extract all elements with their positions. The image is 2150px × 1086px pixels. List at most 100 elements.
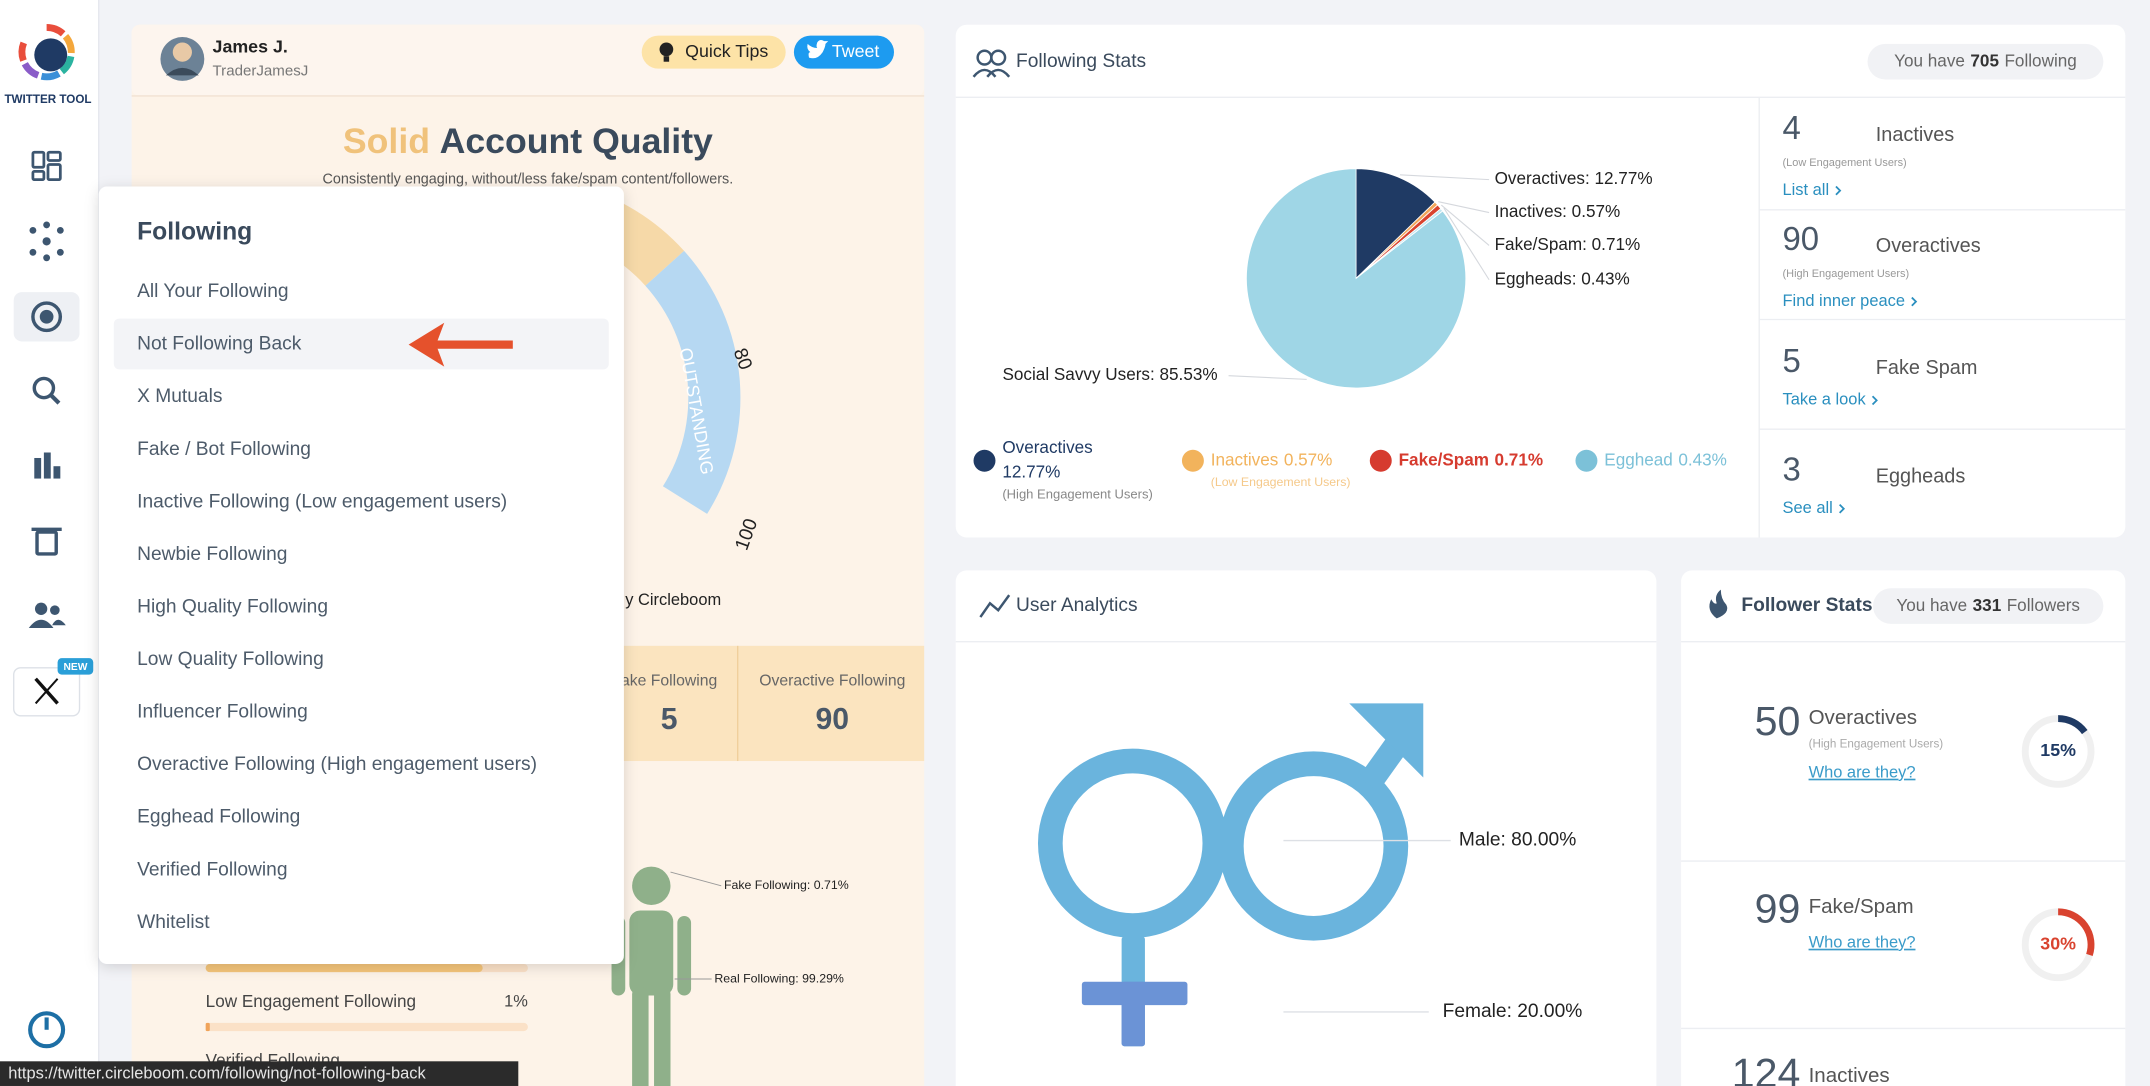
- profile-handle: TraderJamesJ: [213, 62, 309, 79]
- dropdown-item[interactable]: Newbie Following: [137, 544, 287, 565]
- icon-network: [29, 226, 37, 234]
- pill-text: You have 705 Following: [1894, 50, 2077, 70]
- dropdown-item[interactable]: Fake / Bot Following: [137, 439, 311, 460]
- gender-label: Female: 20.00%: [1443, 1001, 1583, 1022]
- icon-dashboard[interactable]: [46, 163, 62, 182]
- dropdown-item[interactable]: Not Following Back: [137, 334, 302, 355]
- dropdown-item[interactable]: Egghead Following: [137, 807, 300, 828]
- male-ring: [1218, 751, 1409, 941]
- icon-people: [972, 68, 1011, 78]
- profile-name: James J.: [213, 37, 288, 57]
- pill-text: You have 331 Followers: [1896, 595, 2080, 615]
- icon-people: [990, 49, 1007, 66]
- legend-note: (High Engagement Users): [1002, 486, 1152, 501]
- bulb-icon: [659, 42, 674, 57]
- dropdown-item[interactable]: Low Quality Following: [137, 649, 324, 670]
- icon-network: [42, 237, 51, 246]
- dropdown-item[interactable]: Overactive Following (High engagement us…: [137, 754, 537, 775]
- legend-text: Egghead 0.43%: [1604, 449, 1727, 469]
- following-stats-card: [955, 24, 2126, 538]
- icon-network: [43, 221, 51, 229]
- icon-bars: [53, 466, 61, 479]
- pill-prefix: You have: [1896, 595, 1967, 615]
- quality-title: Solid Account Quality: [343, 121, 713, 161]
- legend-note: (Low Engagement Users): [1211, 475, 1351, 489]
- leader-line: [1228, 375, 1307, 380]
- pointer-arrow-head: [408, 322, 445, 367]
- quick-tips-button[interactable]: [641, 35, 786, 69]
- sidebar: [0, 0, 99, 1086]
- icon-flame: [1709, 589, 1728, 619]
- leader-line: [1440, 204, 1490, 246]
- icon-target: [31, 301, 63, 333]
- summary-note: (Low Engagement Users): [1783, 157, 1907, 169]
- icon-target: [39, 309, 54, 324]
- icon-network: [29, 248, 37, 256]
- dropdown-item[interactable]: Verified Following: [137, 859, 287, 880]
- dropdown-item[interactable]: X Mutuals: [137, 386, 222, 407]
- legend-name: Overactives: [1002, 437, 1092, 457]
- logo-core: [34, 38, 68, 72]
- follower-link[interactable]: Who are they?: [1809, 764, 1916, 782]
- icon-users: [28, 619, 54, 629]
- icon-power: [28, 1011, 66, 1049]
- ring-label: 15%: [2040, 740, 2076, 760]
- icon-dashboard[interactable]: [31, 150, 46, 169]
- legend-text: Inactives 0.57%: [1211, 449, 1333, 469]
- icon-users: [34, 602, 48, 615]
- summary-link[interactable]: See all: [1783, 499, 1833, 517]
- legend-pct: 12.77%: [1002, 462, 1060, 482]
- pie-label: Overactives: 12.77%: [1495, 168, 1653, 188]
- avatar-face: [172, 42, 192, 62]
- legend-icon: [1369, 449, 1392, 472]
- status-bar: [0, 1061, 519, 1086]
- legend-icon: [1181, 449, 1204, 472]
- bird-icon: [807, 40, 829, 59]
- dropdown-highlight: [113, 318, 609, 370]
- icon-network: [43, 254, 51, 262]
- dropdown-item[interactable]: Inactive Following (Low engagement users…: [137, 491, 507, 512]
- pie-label: Social Savvy Users: 85.53%: [1002, 364, 1217, 384]
- legend-text: Fake/Spam 0.71%: [1399, 449, 1543, 469]
- stat-value: 90: [816, 703, 850, 736]
- dropdown-item[interactable]: High Quality Following: [137, 596, 328, 617]
- chevron: [1835, 185, 1842, 196]
- icon-dashboard[interactable]: [46, 150, 62, 162]
- pie-label: Fake/Spam: 0.71%: [1495, 234, 1641, 254]
- real-label: Real Following: 99.29%: [714, 971, 844, 985]
- credit: y Circleboom: [625, 591, 721, 609]
- follower-name: Inactives: [1809, 1064, 1890, 1086]
- progress-fill: [205, 963, 483, 973]
- follower-link[interactable]: Who are they?: [1809, 934, 1916, 952]
- dropdown-item[interactable]: Influencer Following: [137, 702, 308, 723]
- icon-bars: [34, 457, 42, 479]
- dropdown-item[interactable]: All Your Following: [137, 281, 288, 302]
- summary-link[interactable]: Take a look: [1783, 391, 1867, 409]
- leader-line: [1438, 201, 1490, 214]
- leader-line: [1399, 174, 1490, 181]
- pie-label: Inactives: 0.57%: [1495, 201, 1621, 221]
- follower-count: 50: [1755, 698, 1801, 744]
- pill-count: 331: [1973, 595, 2002, 615]
- icon-dashboard[interactable]: [31, 170, 46, 182]
- icon-users: [52, 619, 66, 626]
- pill-suffix: Following: [2004, 50, 2076, 70]
- icon-trash: [35, 530, 58, 556]
- dropdown-item[interactable]: Whitelist: [137, 912, 210, 933]
- legend-name: Fake/Spam: [1399, 449, 1489, 469]
- gender-label: Male: 80.00%: [1459, 830, 1576, 851]
- summary-link[interactable]: List all: [1783, 181, 1830, 199]
- summary-link[interactable]: Find inner peace: [1783, 292, 1905, 310]
- x-logo: [34, 678, 59, 705]
- dropdown-title: Following: [137, 219, 252, 246]
- follower-note: (High Engagement Users): [1809, 738, 1944, 751]
- dropdown-menu: [98, 186, 624, 964]
- figure-leg: [632, 987, 649, 1086]
- leader-line: [1443, 207, 1490, 281]
- summary-name: Eggheads: [1876, 465, 1966, 487]
- chevron: [1871, 395, 1878, 406]
- bar-label: Low Engagement Following: [206, 991, 416, 1011]
- logo-arc: [46, 24, 66, 37]
- figure-arm: [677, 915, 692, 996]
- summary-name: Inactives: [1876, 124, 1954, 146]
